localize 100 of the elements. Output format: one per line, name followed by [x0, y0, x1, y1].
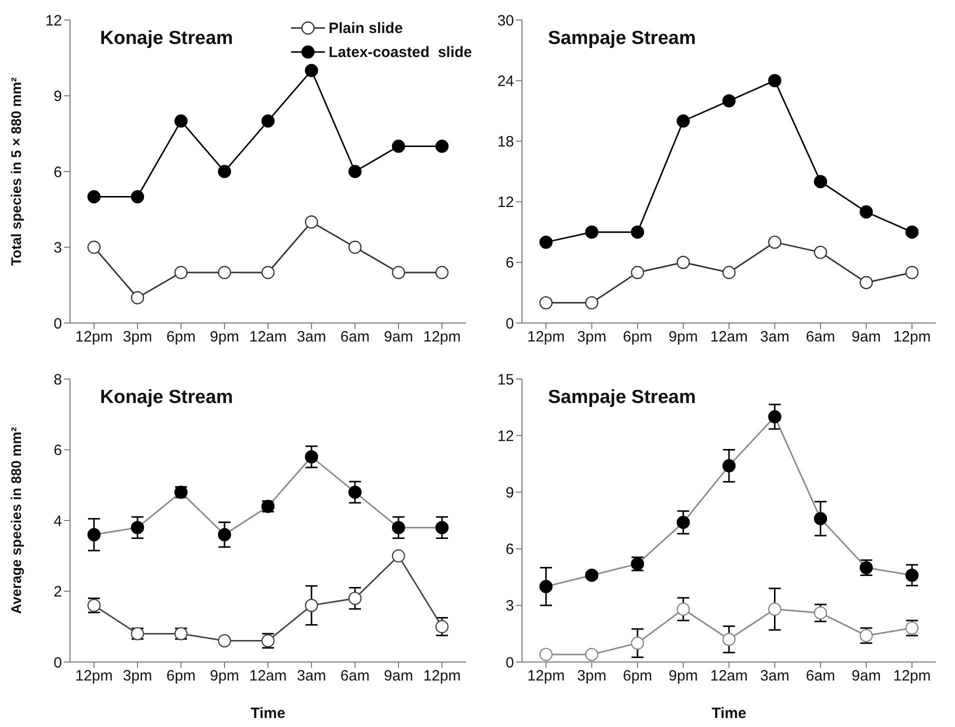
x-tick-label: 12pm: [893, 668, 931, 685]
point: [348, 164, 362, 178]
point: [392, 549, 406, 562]
point: [435, 620, 449, 634]
point: [630, 226, 644, 239]
point: [905, 266, 919, 280]
chart-title: Sampaje Stream: [548, 28, 696, 50]
x-tick-label: 6pm: [622, 328, 652, 346]
x-tick-label: 6am: [340, 668, 370, 685]
x-tick-label: 9pm: [210, 328, 240, 346]
x-tick-label: 6pm: [622, 668, 652, 685]
x-tick-label: 12am: [710, 328, 748, 346]
x-tick-label: 9pm: [668, 328, 698, 346]
x-tick-label: 12am: [249, 668, 287, 685]
point: [539, 296, 553, 310]
x-tick-label: 3pm: [122, 668, 152, 685]
point: [585, 648, 598, 662]
x-tick-label: 9pm: [210, 668, 240, 685]
point: [539, 648, 553, 662]
point: [435, 140, 449, 153]
chart-title: Sampaje Stream: [548, 387, 696, 409]
point: [814, 175, 828, 188]
y-tick-label: 0: [54, 315, 62, 332]
point: [722, 94, 736, 108]
point: [174, 266, 188, 280]
x-tick-label: 12pm: [75, 328, 113, 346]
x-tick-label: 12am: [710, 668, 748, 685]
point: [304, 64, 318, 78]
point: [860, 205, 873, 218]
y-tick-label: 18: [497, 134, 514, 151]
point: [539, 236, 553, 249]
point: [860, 276, 873, 290]
y-tick-label: 2: [54, 584, 62, 601]
y-tick-label: 9: [54, 88, 62, 106]
point: [261, 266, 275, 280]
x-tick-label: 3am: [760, 668, 790, 685]
y-tick-label: 0: [506, 315, 514, 332]
point: [676, 114, 690, 128]
x-tick-label: 12pm: [75, 668, 113, 685]
x-tick-label: 12pm: [893, 328, 931, 346]
y-tick-label: 6: [506, 254, 514, 272]
point: [348, 240, 362, 254]
y-tick-label: 8: [54, 371, 62, 388]
x-tick-label: 3am: [296, 668, 326, 685]
point: [174, 114, 188, 128]
point: [814, 606, 828, 620]
point: [87, 240, 101, 254]
point: [768, 602, 782, 616]
x-axis-title: Time: [250, 705, 286, 722]
chart-title: Konaje Stream: [100, 28, 234, 50]
point: [630, 636, 644, 650]
point: [130, 190, 144, 204]
x-tick-label: 12pm: [423, 668, 461, 685]
x-tick-label: 9am: [384, 328, 414, 346]
y-tick-label: 12: [497, 194, 514, 212]
x-tick-label: 9am: [384, 668, 414, 685]
x-tick-label: 3pm: [122, 328, 152, 346]
point: [392, 266, 406, 280]
point: [392, 140, 406, 153]
y-axis-title: Total species in 5 × 880 mm²: [8, 76, 24, 266]
x-tick-label: 9am: [852, 328, 881, 346]
x-tick-label: 9am: [852, 668, 881, 685]
x-tick-label: 3pm: [577, 328, 606, 346]
y-tick-label: 3: [506, 598, 514, 615]
y-tick-label: 6: [54, 164, 62, 181]
chart-title: Konaje Stream: [100, 387, 234, 409]
y-tick-label: 24: [497, 72, 514, 90]
y-tick-label: 6: [54, 442, 62, 460]
point: [348, 592, 362, 605]
y-tick-label: 3: [54, 240, 62, 257]
y-tick-label: 9: [506, 484, 514, 502]
y-axis-title: Average species in 880 mm²: [8, 426, 24, 614]
point: [585, 226, 598, 239]
point: [261, 114, 275, 128]
point: [676, 602, 690, 616]
legend-label: Plain slide: [328, 20, 403, 36]
y-tick-label: 12: [45, 12, 62, 30]
point: [304, 598, 318, 612]
y-tick-label: 12: [497, 428, 514, 445]
y-tick-label: 6: [506, 541, 514, 558]
y-tick-label: 0: [506, 654, 514, 672]
y-tick-label: 30: [497, 12, 514, 30]
point: [722, 632, 736, 646]
point: [630, 266, 644, 280]
point: [304, 215, 318, 229]
x-tick-label: 6am: [806, 328, 836, 346]
point: [87, 190, 101, 204]
y-tick-label: 0: [54, 654, 62, 672]
point: [905, 226, 919, 239]
point: [814, 246, 828, 259]
point: [435, 266, 449, 280]
x-tick-label: 12pm: [423, 328, 461, 346]
legend-label: Latex-coasted slide: [328, 44, 472, 60]
y-tick-label: 15: [497, 371, 514, 388]
x-tick-label: 6pm: [166, 328, 196, 346]
point: [218, 266, 232, 280]
x-tick-label: 3am: [760, 328, 790, 346]
point: [768, 74, 782, 88]
point: [218, 634, 232, 648]
y-tick-label: 4: [54, 512, 62, 530]
